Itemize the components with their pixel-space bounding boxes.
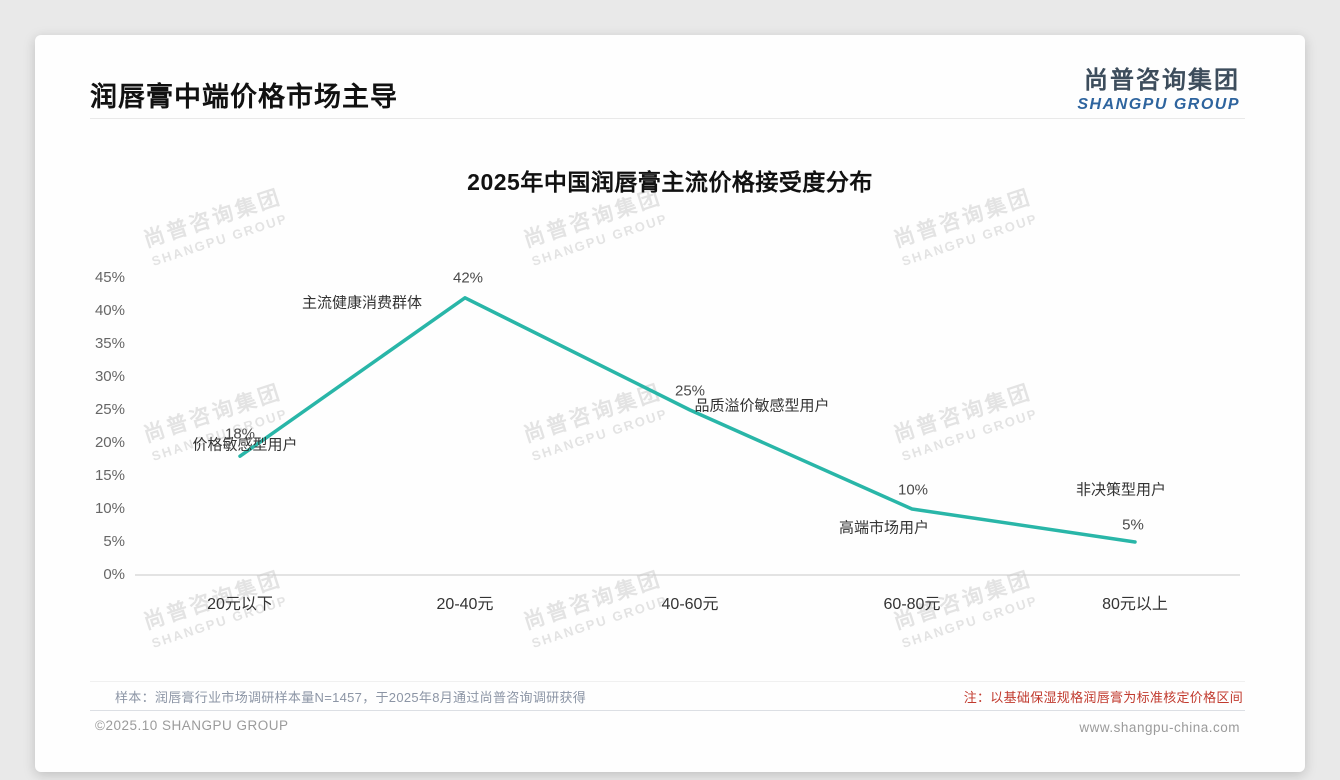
point-annotation: 非决策型用户 <box>1075 481 1167 499</box>
y-axis-tick: 25% <box>94 401 125 418</box>
y-axis-tick: 20% <box>94 434 125 451</box>
header-divider <box>90 118 1245 119</box>
x-axis-label: 20-40元 <box>436 596 494 613</box>
data-point-value: 5% <box>1122 516 1144 534</box>
logo-text-cn: 尚普咨询集团 <box>1084 67 1240 94</box>
y-axis-tick: 30% <box>94 368 125 385</box>
company-logo: 尚普咨询集团 SHANGPU GROUP <box>1077 60 1240 114</box>
x-axis-label: 40-60元 <box>661 596 719 613</box>
y-axis-tick: 0% <box>103 566 125 583</box>
y-axis-tick: 10% <box>94 500 125 517</box>
website-text: www.shangpu-china.com <box>1079 720 1240 735</box>
x-axis-label: 80元以上 <box>1102 596 1168 613</box>
point-annotation: 品质溢价敏感型用户 <box>694 397 830 415</box>
point-annotation: 价格敏感型用户 <box>192 436 298 454</box>
page-title: 润唇膏中端价格市场主导 <box>90 82 398 112</box>
footnote-divider <box>90 681 1245 682</box>
y-axis-tick: 15% <box>94 467 125 484</box>
price-basis-note: 注：以基础保湿规格润唇膏为标准核定价格区间 <box>963 690 1243 705</box>
y-axis-tick: 35% <box>94 335 125 352</box>
data-point-value: 18% <box>224 425 256 443</box>
point-annotation: 高端市场用户 <box>838 519 930 537</box>
y-axis-tick: 5% <box>103 533 125 550</box>
sample-note: 样本：润唇膏行业市场调研样本量N=1457，于2025年8月通过尚普咨询调研获得 <box>115 690 587 705</box>
data-point-value: 10% <box>897 481 929 499</box>
copyright-text: ©2025.10 SHANGPU GROUP <box>95 718 289 733</box>
footer-divider <box>90 710 1245 711</box>
chart-title: 2025年中国润唇膏主流价格接受度分布 <box>467 169 873 195</box>
logo-text-en: SHANGPU GROUP <box>1077 96 1240 113</box>
chart-canvas <box>135 296 1240 576</box>
y-axis-tick: 45% <box>94 269 125 286</box>
data-point-value: 42% <box>452 269 484 287</box>
point-annotation: 主流健康消费群体 <box>301 294 423 312</box>
slide-content: 润唇膏中端价格市场主导 尚普咨询集团 SHANGPU GROUP 2025年中国… <box>35 35 1305 772</box>
line-chart: 45% 40% 35% 30% 25% 20% 15% 10% 5% 0% 20元以下 20-40元 4… <box>35 35 1305 772</box>
x-axis-label: 20元以下 <box>207 596 273 613</box>
x-axis-label: 60-80元 <box>883 596 941 613</box>
data-line <box>238 296 1137 544</box>
data-point-value: 25% <box>674 382 706 400</box>
y-axis-tick: 40% <box>94 302 125 319</box>
slide-card: 尚普咨询集团 SHANGPU GROUP 尚普咨询集团 SHANGPU GROUP 尚普… <box>35 35 1305 772</box>
